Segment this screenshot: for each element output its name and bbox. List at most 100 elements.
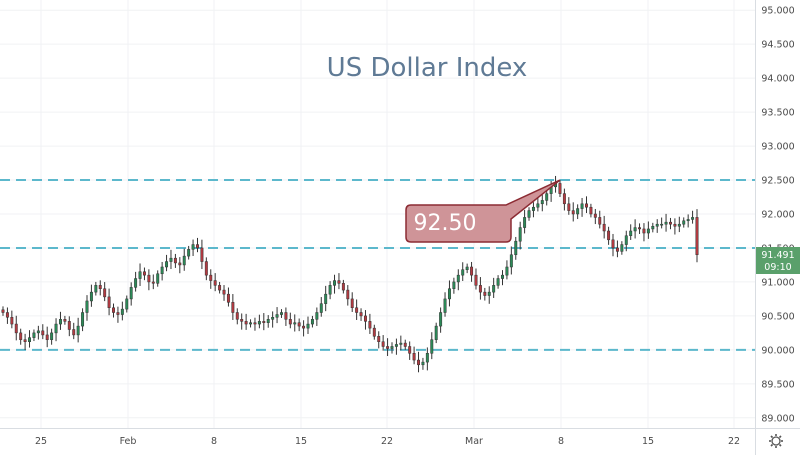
candle-body xyxy=(624,235,628,245)
candle-body xyxy=(165,261,169,268)
candle-body xyxy=(589,206,593,215)
candle-body xyxy=(629,230,633,236)
candle-body xyxy=(620,244,624,252)
candle-body xyxy=(41,330,45,336)
candle-body xyxy=(235,312,239,320)
candle-body xyxy=(257,321,261,325)
chart-title: US Dollar Index xyxy=(327,53,528,83)
candle-body xyxy=(562,193,566,205)
candle-body xyxy=(160,266,164,275)
y-tick-label: 93.000 xyxy=(761,142,794,153)
candle-body xyxy=(571,210,575,215)
candle-body xyxy=(1,309,5,313)
candle-body xyxy=(125,298,129,310)
candle-body xyxy=(593,213,597,218)
candle-body xyxy=(664,221,668,225)
y-tick-label: 89.000 xyxy=(761,413,794,424)
candle-body xyxy=(209,274,213,281)
candle-body xyxy=(660,223,664,226)
candle-body xyxy=(94,285,98,293)
candle-body xyxy=(638,227,642,230)
price-callout: 92.50 xyxy=(405,179,561,243)
candle-body xyxy=(218,285,222,291)
x-tick-label: 8 xyxy=(211,436,217,447)
candle-body xyxy=(271,317,275,320)
candle-body xyxy=(333,280,336,286)
settings-gear-icon[interactable] xyxy=(769,434,783,448)
candle-body xyxy=(226,293,230,303)
candle-body xyxy=(364,315,367,322)
candle-body xyxy=(443,298,447,313)
candle-body xyxy=(359,312,363,317)
candle-body xyxy=(545,193,549,201)
candle-body xyxy=(116,312,120,315)
candle-body xyxy=(355,307,359,313)
candle-body xyxy=(129,287,133,300)
candle-body xyxy=(403,342,407,347)
candle-body xyxy=(501,274,504,279)
y-tick-label: 92.500 xyxy=(761,176,794,187)
last-price-time: 09:10 xyxy=(764,262,791,273)
candle-body xyxy=(302,325,306,329)
candle-body xyxy=(518,227,522,242)
candle-body xyxy=(585,203,588,208)
x-tick-label: 8 xyxy=(558,436,564,447)
candle-body xyxy=(36,330,40,334)
candle-body xyxy=(456,274,460,283)
x-tick-label: 22 xyxy=(728,436,740,447)
candle-body xyxy=(142,271,146,276)
candle-body xyxy=(580,203,584,209)
candle-body xyxy=(673,223,677,227)
candle-body xyxy=(151,281,155,284)
candle-body xyxy=(474,274,478,286)
candle-body xyxy=(695,217,699,256)
candle-body xyxy=(191,244,195,250)
candle-body xyxy=(319,303,323,313)
candle-body xyxy=(297,322,301,327)
candle-body xyxy=(350,298,354,309)
candle-body xyxy=(28,337,31,342)
candle-body xyxy=(112,307,115,313)
candle-body xyxy=(81,312,85,327)
candle-body xyxy=(677,223,681,227)
candle-body xyxy=(147,274,151,283)
candle-body xyxy=(204,261,208,276)
candle-body xyxy=(682,220,686,225)
candle-body xyxy=(249,322,253,325)
y-tick-label: 90.000 xyxy=(761,345,794,356)
candle-body xyxy=(611,239,615,249)
candle-body xyxy=(381,341,385,347)
candle-body xyxy=(417,359,420,366)
x-tick-label: Mar xyxy=(465,436,483,447)
candle-body xyxy=(54,323,58,334)
candle-body xyxy=(200,247,204,262)
candle-body xyxy=(156,273,160,284)
candle-body xyxy=(386,346,390,349)
y-tick-label: 91.000 xyxy=(761,277,794,288)
candle-body xyxy=(293,322,297,325)
candle-body xyxy=(496,278,500,286)
candle-body xyxy=(394,344,398,347)
candle-body xyxy=(434,325,438,340)
candle-body xyxy=(67,321,71,330)
candle-body xyxy=(284,312,288,320)
candle-body xyxy=(328,285,332,295)
candle-body xyxy=(470,266,474,276)
candle-body xyxy=(14,323,18,334)
candle-body xyxy=(523,217,527,228)
x-tick-label: 25 xyxy=(35,436,47,447)
candle-body xyxy=(178,262,182,266)
candle-body xyxy=(425,353,429,363)
candle-body xyxy=(169,257,173,262)
candle-body xyxy=(288,319,292,325)
last-price-tag: 91.491 09:10 xyxy=(756,247,800,274)
candle-body xyxy=(341,283,345,291)
callout-label: 92.50 xyxy=(414,211,477,236)
candle-body xyxy=(642,228,646,234)
candle-body xyxy=(134,278,138,288)
candle-body xyxy=(447,288,451,300)
candle-body xyxy=(173,257,177,264)
candle-body xyxy=(412,353,416,361)
y-tick-label: 92.000 xyxy=(761,210,794,221)
candle-body xyxy=(509,254,513,268)
